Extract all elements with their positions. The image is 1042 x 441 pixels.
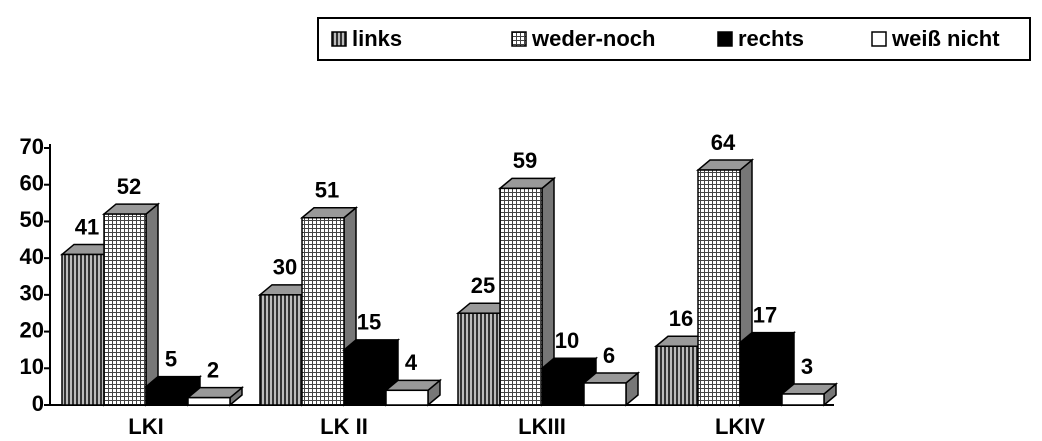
- bar-front: [145, 385, 189, 406]
- legend-label: links: [352, 26, 402, 51]
- bar-front: [301, 217, 345, 406]
- y-tick-label: 60: [20, 171, 44, 196]
- bar-front: [655, 345, 699, 406]
- data-label: 6: [603, 343, 615, 368]
- x-tick-label: LKIII: [518, 414, 566, 439]
- data-label: 41: [75, 214, 99, 239]
- data-label: 64: [711, 130, 736, 155]
- bar: [143, 375, 203, 407]
- y-tick-label: 70: [20, 134, 44, 159]
- data-label: 3: [801, 354, 813, 379]
- data-label: 59: [513, 148, 537, 173]
- legend-swatch: [511, 31, 527, 47]
- legend-swatch: [717, 31, 733, 47]
- x-tick-label: LK II: [320, 414, 368, 439]
- bar-front: [541, 367, 585, 406]
- x-tick-label: LKI: [128, 414, 163, 439]
- bar-front: [499, 187, 543, 406]
- bar: [779, 382, 839, 407]
- y-tick-label: 20: [20, 317, 44, 342]
- bar-front: [259, 294, 303, 406]
- data-label: 10: [555, 328, 579, 353]
- data-label: 25: [471, 273, 495, 298]
- data-label: 2: [207, 357, 219, 382]
- y-tick-label: 0: [32, 391, 44, 416]
- bar-front: [739, 341, 783, 406]
- data-label: 15: [357, 310, 381, 335]
- y-tick-label: 30: [20, 281, 44, 306]
- data-label: 17: [753, 302, 777, 327]
- data-label: 52: [117, 174, 141, 199]
- bar-front: [583, 382, 627, 406]
- bar-front: [697, 169, 741, 406]
- bar-front: [457, 312, 501, 406]
- bar: [185, 386, 245, 407]
- bar: [383, 378, 443, 407]
- bar: [737, 330, 797, 407]
- data-label: 51: [315, 178, 339, 203]
- y-tick-label: 50: [20, 207, 44, 232]
- bar-front: [781, 393, 825, 406]
- legend-swatch: [871, 31, 887, 47]
- legend-swatch: [331, 31, 347, 47]
- legend-label: rechts: [738, 26, 804, 51]
- bar: [581, 371, 641, 407]
- x-tick-label: LKIV: [715, 414, 765, 439]
- bar-front: [385, 389, 429, 406]
- bar-front: [343, 349, 387, 406]
- y-tick-label: 40: [20, 244, 44, 269]
- bar-front: [61, 253, 105, 406]
- bar: [695, 158, 755, 407]
- bar-front: [103, 213, 147, 406]
- legend-label: weder-noch: [531, 26, 655, 51]
- bar: [101, 202, 161, 407]
- legend-label: weiß nicht: [891, 26, 1000, 51]
- bar-side: [145, 202, 159, 407]
- y-tick-label: 10: [20, 354, 44, 379]
- data-label: 16: [669, 306, 693, 331]
- data-label: 30: [273, 255, 297, 280]
- bar-front: [187, 396, 231, 406]
- data-label: 5: [165, 346, 177, 371]
- legend-box: [317, 17, 1031, 61]
- data-label: 4: [405, 350, 418, 375]
